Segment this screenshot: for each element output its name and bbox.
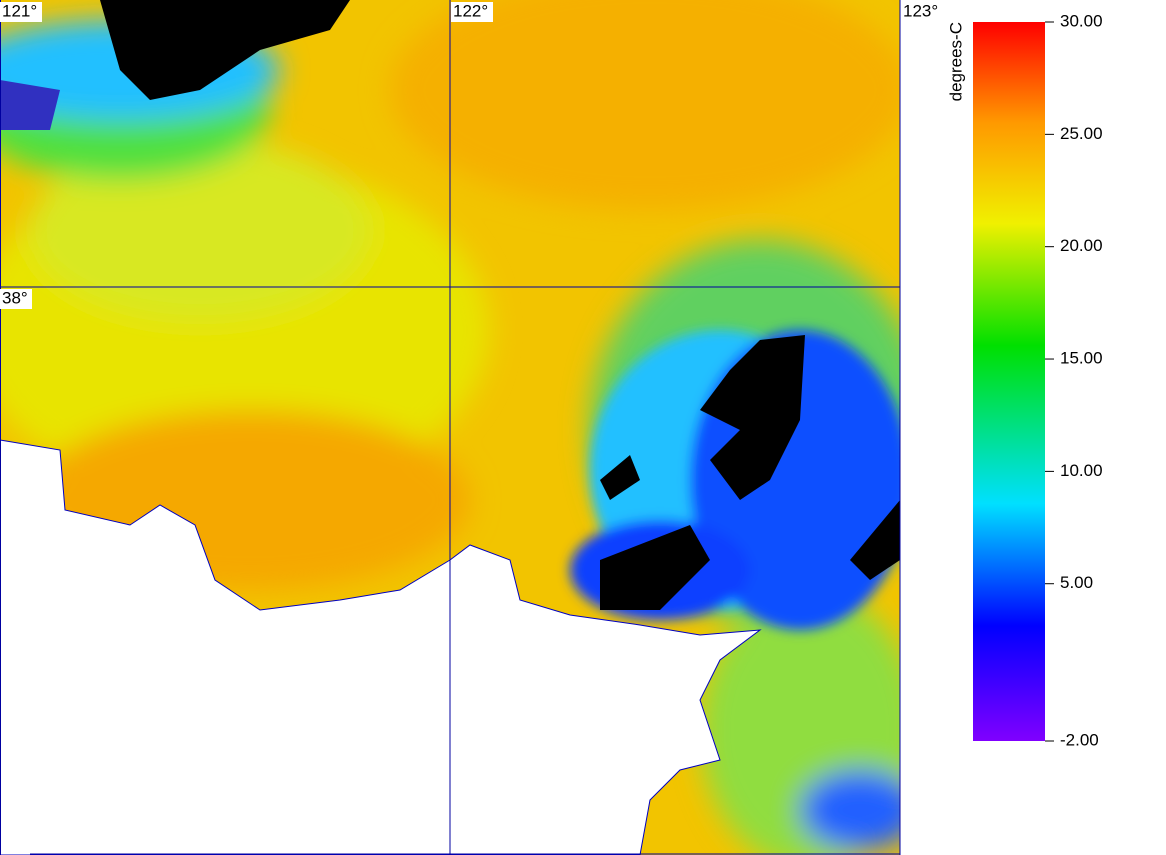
lat-label: 38° — [2, 288, 28, 307]
lon-label: 122° — [453, 1, 488, 20]
colorbar-label: degrees-C — [946, 22, 965, 101]
colorbar-tick-label: 10.00 — [1060, 461, 1103, 480]
colorbar-tick-label: 20.00 — [1060, 236, 1103, 255]
label-bg — [451, 2, 493, 22]
colorbar-tick-label: 5.00 — [1060, 573, 1093, 592]
lon-label: 123° — [903, 1, 938, 20]
label-bg — [901, 2, 943, 22]
colorbar-tick-label: 15.00 — [1060, 349, 1103, 368]
colorbar-tick-label: 30.00 — [1060, 11, 1103, 30]
colorbar-tick-label: -2.00 — [1060, 730, 1099, 749]
graticule — [0, 0, 901, 855]
colorbar-tick-label: 25.00 — [1060, 124, 1103, 143]
colorbar — [973, 22, 1045, 741]
sst-map — [0, 0, 900, 855]
label-bg — [0, 289, 32, 309]
lon-label: 121° — [2, 1, 37, 20]
label-bg — [0, 2, 42, 22]
